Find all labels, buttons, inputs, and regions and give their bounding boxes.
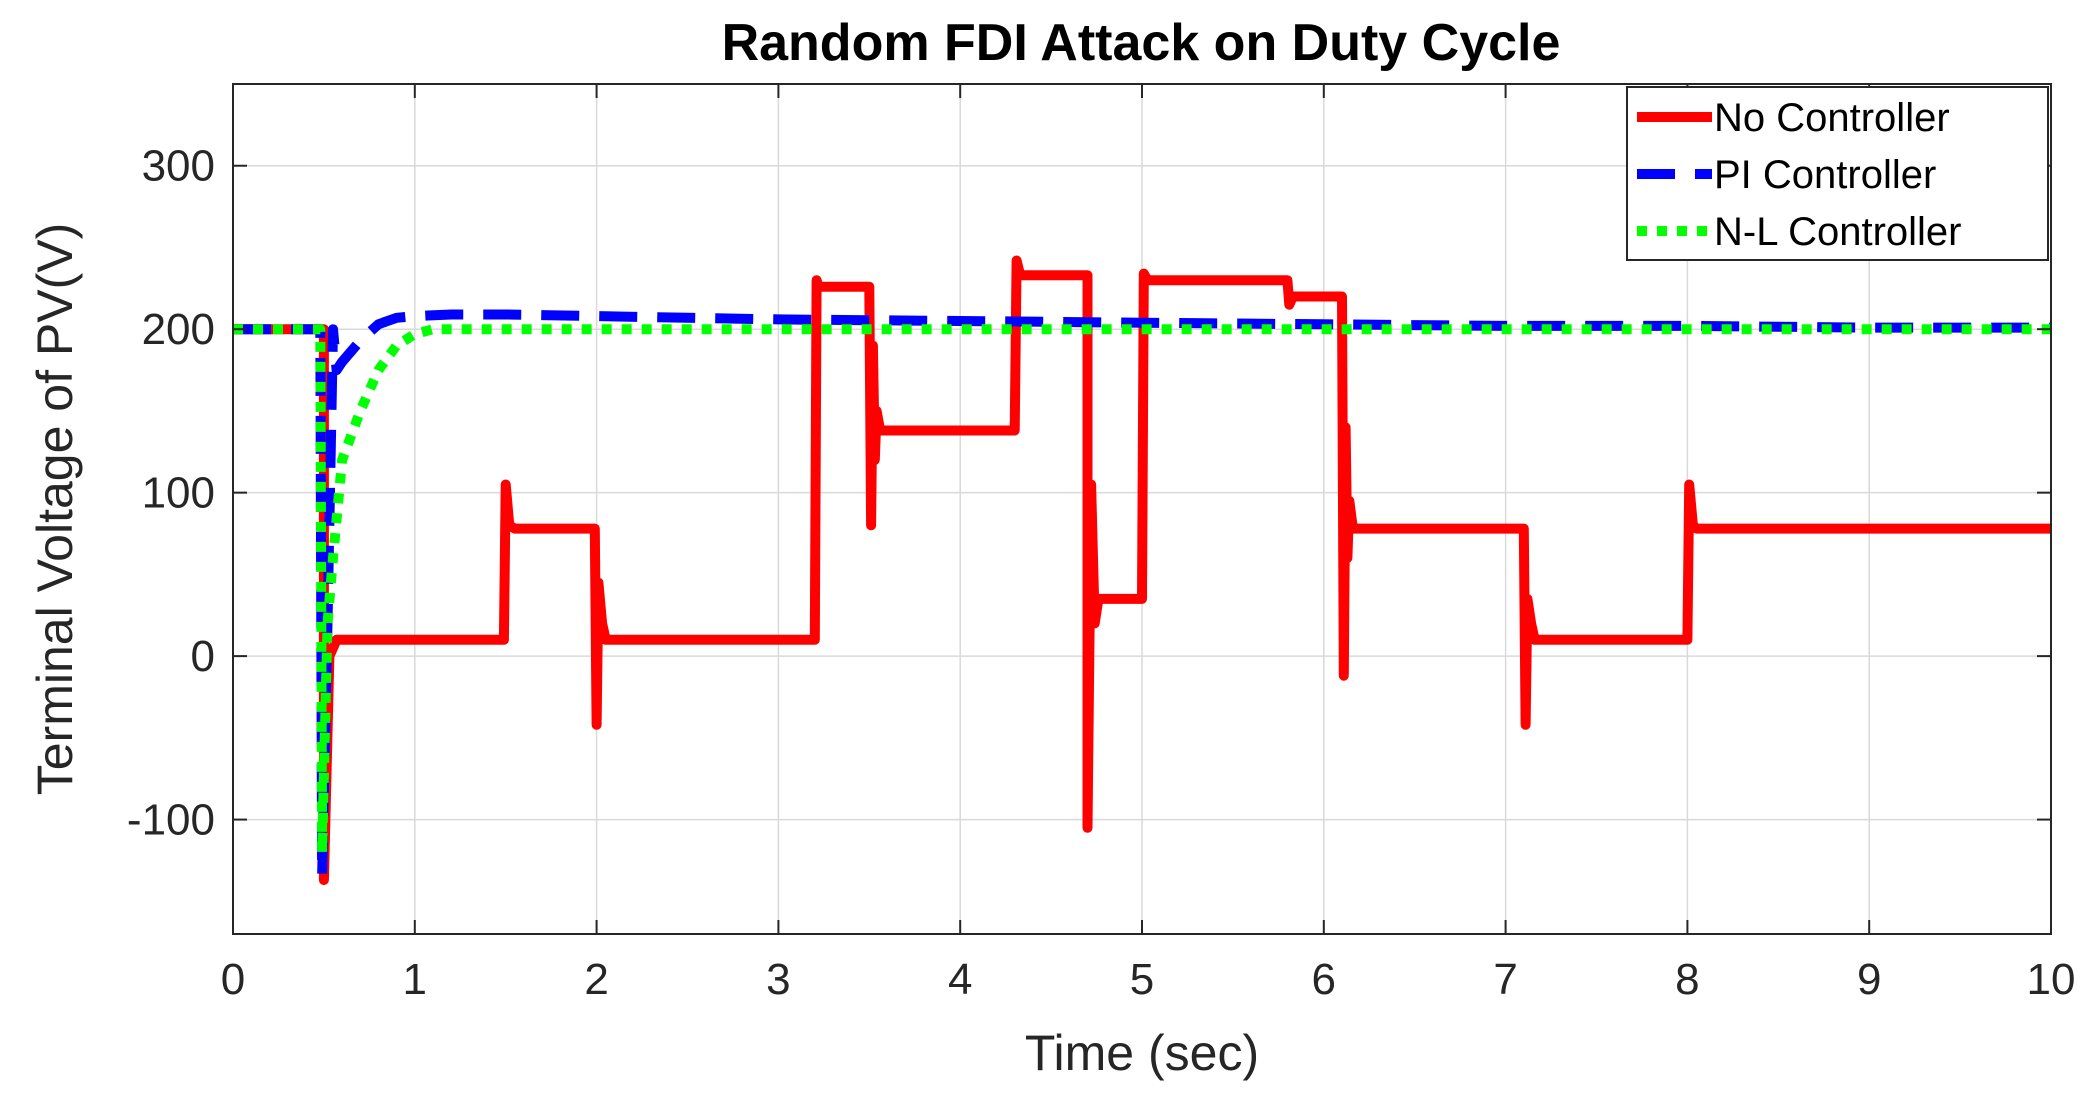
- legend-label-1: No Controller: [1714, 96, 1950, 140]
- y-tick-label: -100: [127, 796, 215, 845]
- y-axis-label: Terminal Voltage of PV(V): [27, 223, 83, 796]
- y-tick-label: 300: [142, 142, 215, 191]
- series-layer: [233, 255, 2051, 886]
- x-axis-label: Time (sec): [1025, 1025, 1259, 1081]
- legend-label-3: N-L Controller: [1714, 210, 1961, 254]
- x-tick-label: 3: [766, 955, 790, 1004]
- x-tick-label: 10: [2027, 955, 2076, 1004]
- chart-title: Random FDI Attack on Duty Cycle: [722, 14, 1561, 72]
- x-tick-label: 2: [584, 955, 608, 1004]
- x-tick-label: 6: [1312, 955, 1336, 1004]
- y-tick-label: 200: [142, 305, 215, 354]
- x-tick-label: 5: [1130, 955, 1154, 1004]
- x-tick-label: 4: [948, 955, 972, 1004]
- x-tick-label: 7: [1493, 955, 1517, 1004]
- x-tick-label: 0: [221, 955, 245, 1004]
- x-tick-label: 1: [403, 955, 427, 1004]
- legend: No Controller PI Controller N-L Controller: [1626, 86, 2049, 261]
- series-line-2: [233, 309, 2051, 882]
- y-tick-label: 0: [191, 632, 215, 681]
- ticks: 0 1 2 3 4 5 6 7 8 9 10 -100 0 100 200 300: [127, 84, 2076, 1004]
- x-tick-label: 8: [1675, 955, 1699, 1004]
- legend-label-2: PI Controller: [1714, 153, 1936, 197]
- y-tick-label: 100: [142, 469, 215, 518]
- x-tick-label: 9: [1857, 955, 1881, 1004]
- series-line-1: [233, 255, 2051, 886]
- series-line-3: [233, 324, 2051, 858]
